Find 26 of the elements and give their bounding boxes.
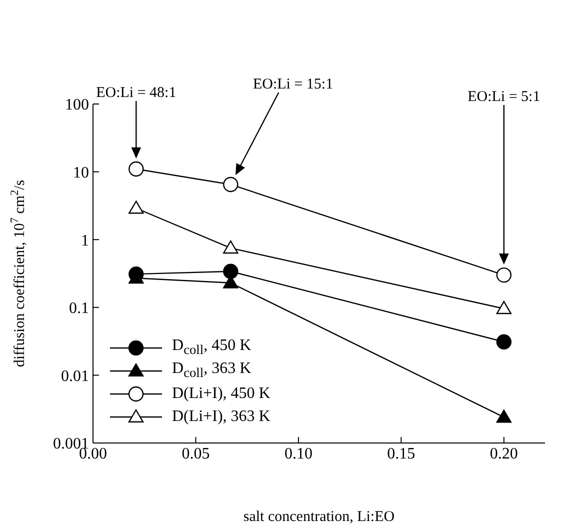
y-tick-label: 10 [73, 164, 89, 182]
x-tick-label: 0.20 [490, 445, 518, 462]
y-tick-label: 100 [65, 96, 89, 114]
text: EO:Li = 48:1 [96, 84, 176, 101]
x-tick-label: 0.10 [284, 445, 312, 462]
legend-label: D(Li+I), 363 K [172, 408, 270, 426]
point [496, 334, 512, 350]
legend-label: D$_{coll}$, 450 K [172, 336, 252, 358]
point [496, 267, 512, 283]
point [223, 240, 238, 254]
legend-label: D$_{coll}$, 363 K [172, 360, 252, 382]
x-tick-label: 0.15 [387, 445, 416, 462]
point [223, 176, 238, 192]
y-tick-label: 0.1 [69, 300, 89, 318]
y-tick-label: 0.01 [61, 368, 89, 385]
y-tick-label: 1 [81, 232, 89, 250]
x-tick-label: 0.05 [182, 445, 210, 462]
text: EO:Li = 15:1 [252, 76, 334, 92]
point [128, 200, 144, 214]
annotation: EO:Li = 5:1 [468, 89, 540, 106]
point [496, 301, 512, 314]
point [128, 161, 144, 177]
legend-label: D(Li+I), 450 K [172, 384, 270, 402]
x-axis-title: salt concentration, Li:EO [243, 509, 395, 525]
point [223, 264, 238, 279]
point [496, 410, 512, 423]
